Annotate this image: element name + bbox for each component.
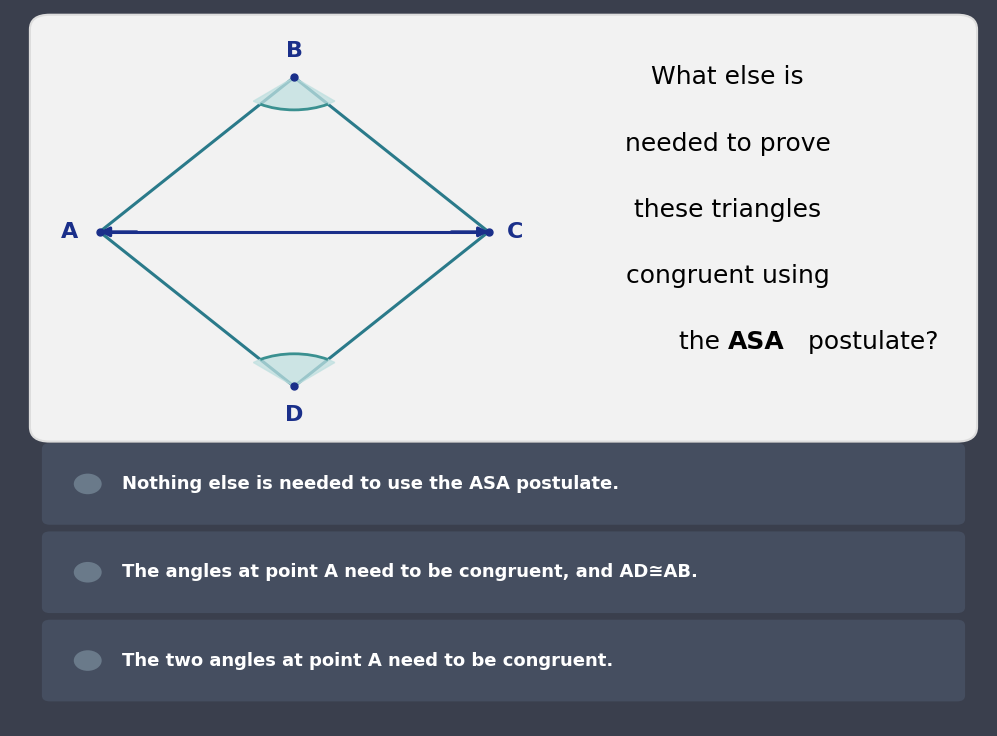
FancyBboxPatch shape <box>42 443 965 525</box>
Text: The angles at point A need to be congruent, and AD≅AB.: The angles at point A need to be congrue… <box>122 563 698 581</box>
Polygon shape <box>253 354 335 386</box>
Text: What else is: What else is <box>651 66 805 89</box>
Text: A: A <box>61 222 78 242</box>
Text: the: the <box>679 330 728 354</box>
Polygon shape <box>253 77 335 110</box>
FancyBboxPatch shape <box>30 15 977 442</box>
Text: Nothing else is needed to use the ASA postulate.: Nothing else is needed to use the ASA po… <box>122 475 619 493</box>
Text: D: D <box>285 405 303 425</box>
Text: B: B <box>285 41 303 61</box>
FancyBboxPatch shape <box>42 531 965 613</box>
Circle shape <box>74 651 102 671</box>
Text: postulate?: postulate? <box>800 330 938 354</box>
Text: these triangles: these triangles <box>634 198 822 222</box>
Text: ASA: ASA <box>728 330 785 354</box>
Text: congruent using: congruent using <box>626 264 830 288</box>
Text: The two angles at point A need to be congruent.: The two angles at point A need to be con… <box>122 651 613 670</box>
Text: C: C <box>506 222 522 242</box>
FancyBboxPatch shape <box>42 620 965 701</box>
Circle shape <box>74 562 102 583</box>
Circle shape <box>74 474 102 495</box>
Text: needed to prove: needed to prove <box>625 132 831 155</box>
